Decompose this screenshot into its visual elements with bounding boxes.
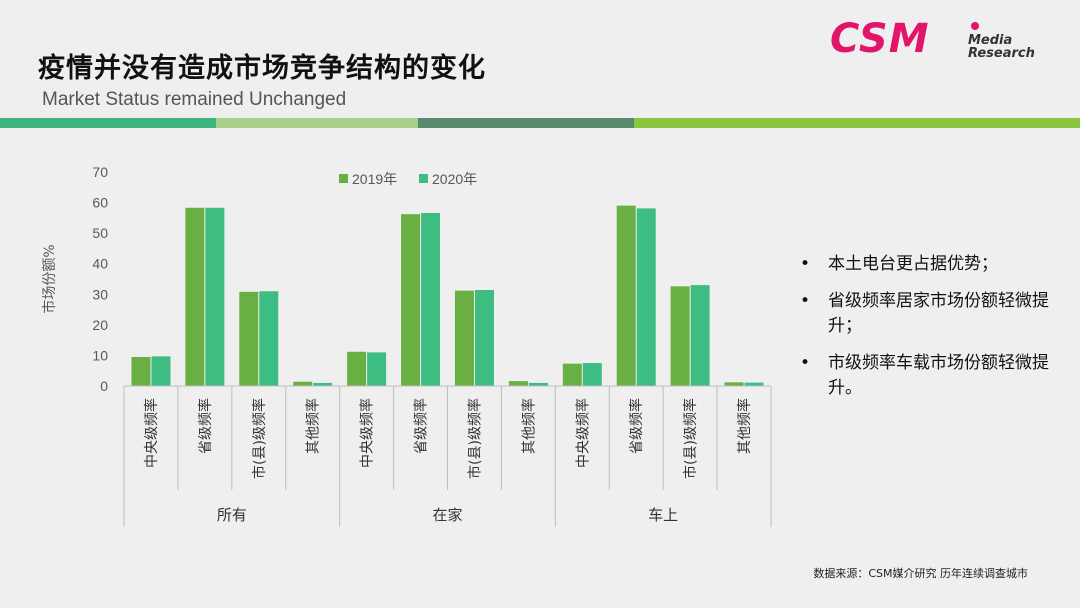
category-label: 其他频率 xyxy=(520,398,537,454)
bullet-marker: • xyxy=(800,254,811,274)
bar xyxy=(313,382,333,386)
bullet-text: 市级频率车载市场份额轻微提升。 xyxy=(828,353,1049,398)
bar xyxy=(616,205,636,386)
logo-line-1: Media xyxy=(968,33,1013,48)
y-tick-label: 0 xyxy=(100,378,108,394)
y-axis-label: 市场份额% xyxy=(41,244,58,313)
bar xyxy=(185,207,205,386)
bullet-item: • 本土电台更占据优势； xyxy=(800,252,1050,277)
bullet-text: 本土电台更占据优势； xyxy=(828,254,998,274)
bar xyxy=(582,363,602,386)
source-footnote: 数据来源：CSM媒介研究 历年连续调查城市 xyxy=(813,567,1028,580)
bar xyxy=(205,207,225,386)
bar xyxy=(474,290,494,386)
category-label: 中央级频率 xyxy=(359,398,376,468)
category-label: 市(县)级频率 xyxy=(251,398,268,479)
legend-swatch xyxy=(419,174,428,183)
y-tick-label: 10 xyxy=(92,347,108,363)
bar xyxy=(347,351,367,386)
bar xyxy=(690,285,710,386)
logo-main-text: CSM xyxy=(830,16,930,62)
bar xyxy=(151,356,171,386)
page-title: 疫情并没有造成市场竞争结构的变化 xyxy=(38,53,486,84)
bar xyxy=(636,208,656,386)
group-label: 车上 xyxy=(648,506,678,524)
csm-logo: CSM Media Research xyxy=(830,16,1040,70)
bar xyxy=(367,352,387,386)
band-segment-2 xyxy=(216,118,418,128)
y-tick-label: 60 xyxy=(92,195,108,211)
legend-label: 2020年 xyxy=(432,171,477,187)
category-label: 其他频率 xyxy=(305,398,322,454)
bar xyxy=(724,382,744,386)
y-tick-label: 30 xyxy=(92,286,108,302)
legend-label: 2019年 xyxy=(352,171,397,187)
bar xyxy=(562,363,582,386)
bullet-item: • 市级频率车载市场份额轻微提升。 xyxy=(800,351,1050,401)
market-share-chart: 0 10 20 30 40 50 60 70 市场份额% 中央级频率 省级频率 市(县)级频率 其他频率… xyxy=(41,164,772,527)
band-segment-1 xyxy=(0,118,216,128)
logo-line-2: Research xyxy=(968,46,1035,61)
bar xyxy=(239,291,259,386)
group-label: 在家 xyxy=(432,506,462,524)
bullet-list: • 本土电台更占据优势； • 省级频率居家市场份额轻微提升； • 市级频率车载市… xyxy=(800,252,1050,413)
bullet-marker: • xyxy=(800,291,811,311)
category-label: 其他频率 xyxy=(736,398,753,454)
page-subtitle: Market Status remained Unchanged xyxy=(42,89,347,110)
y-tick-label: 70 xyxy=(92,164,108,180)
category-label: 市(县)级频率 xyxy=(466,398,483,479)
legend-swatch xyxy=(339,174,348,183)
category-label: 市(县)级频率 xyxy=(682,398,699,479)
bullet-item: • 省级频率居家市场份额轻微提升； xyxy=(800,289,1050,339)
bar xyxy=(508,381,528,386)
category-label: 省级频率 xyxy=(197,398,214,454)
category-label: 中央级频率 xyxy=(143,398,160,468)
bullet-marker: • xyxy=(800,353,811,373)
bar xyxy=(293,381,313,386)
band-segment-4 xyxy=(634,118,1080,128)
bar xyxy=(528,382,548,386)
bar xyxy=(421,212,441,386)
y-tick-label: 40 xyxy=(92,256,108,272)
bar xyxy=(670,286,690,386)
category-label: 省级频率 xyxy=(413,398,430,454)
bar xyxy=(131,356,151,386)
y-tick-label: 50 xyxy=(92,225,108,241)
bar xyxy=(744,382,764,386)
category-label: 省级频率 xyxy=(628,398,645,454)
bullet-text: 省级频率居家市场份额轻微提升； xyxy=(828,291,1049,336)
band-segment-3 xyxy=(418,118,634,128)
group-label: 所有 xyxy=(217,506,247,524)
bar xyxy=(401,214,421,386)
bar xyxy=(259,291,279,386)
bar xyxy=(454,290,474,386)
category-label: 中央级频率 xyxy=(574,398,591,468)
y-tick-label: 20 xyxy=(92,317,108,333)
logo-dot xyxy=(971,22,979,30)
